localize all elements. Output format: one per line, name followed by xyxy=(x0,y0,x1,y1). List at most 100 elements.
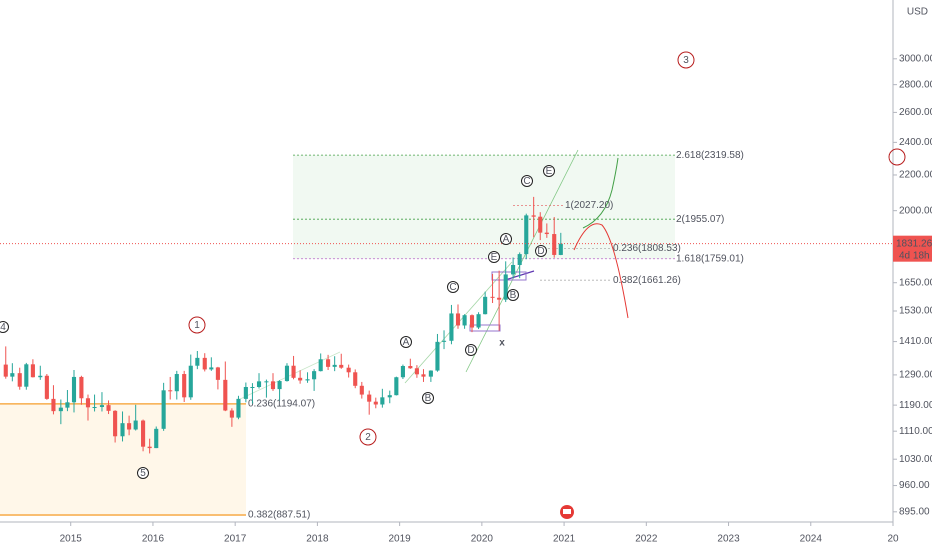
candle-body xyxy=(359,385,364,395)
candle-body xyxy=(435,341,440,371)
wave-label: 1 xyxy=(194,320,200,331)
candle-body xyxy=(373,401,378,405)
wave-circle xyxy=(400,336,412,348)
candle-body xyxy=(455,313,461,326)
y-tick-label: 2000.00 xyxy=(899,205,932,216)
candle-body xyxy=(558,243,563,255)
channel-line xyxy=(465,149,579,373)
candle-body xyxy=(387,395,392,398)
wave-label: 3 xyxy=(683,55,689,66)
y-tick-label: 2800.00 xyxy=(899,79,932,90)
candle-body xyxy=(394,377,399,396)
y-tick-label: 1410.00 xyxy=(899,336,932,347)
wave-label: B xyxy=(425,393,432,404)
y-tick-label: 1030.00 xyxy=(899,454,932,465)
candle-body xyxy=(38,375,43,378)
candle-body xyxy=(305,379,310,381)
candle-body xyxy=(51,398,56,412)
candle-body xyxy=(195,357,200,366)
event-icon-mark xyxy=(563,509,571,514)
candle-body xyxy=(408,366,413,369)
fib-label: 2.618(2319.58) xyxy=(676,150,744,161)
candle-body xyxy=(65,402,70,408)
wave-label: 5 xyxy=(140,468,146,479)
candle-body xyxy=(483,296,488,315)
candle-body xyxy=(441,340,447,342)
candle-body xyxy=(209,367,214,370)
wave-label: x xyxy=(499,338,505,349)
countdown-label: 4d 18h xyxy=(899,250,930,261)
candle-body xyxy=(154,428,159,449)
candle-body xyxy=(332,364,337,367)
x-tick-label: 2018 xyxy=(306,534,329,545)
y-tick-label: 1290.00 xyxy=(899,370,932,381)
candle-body xyxy=(538,216,543,233)
fib-label: 0.382(887.51) xyxy=(248,510,310,521)
candle-body xyxy=(277,381,282,390)
candle-body xyxy=(449,313,454,341)
candle-body xyxy=(367,394,372,402)
x-tick-label: 2023 xyxy=(717,534,740,545)
plot: 2.618(2319.58) 2(1955.07) 1(2027.20) 0.236(… xyxy=(0,51,893,521)
candle-body xyxy=(147,446,152,449)
wave-label: D xyxy=(537,246,544,257)
candle-body xyxy=(497,297,502,300)
price-tag-label: 1831.26 xyxy=(896,238,932,249)
candle-body xyxy=(174,374,179,392)
wave-label: A xyxy=(503,234,510,245)
candle-body xyxy=(229,410,234,418)
wave-label: D xyxy=(467,345,474,356)
y-tick-label: 895.00 xyxy=(899,506,930,517)
candle-body xyxy=(92,407,97,409)
price-scale xyxy=(893,0,932,550)
candle-body xyxy=(10,373,15,377)
wave-circle xyxy=(137,467,149,479)
candle-body xyxy=(141,420,146,447)
candle-body xyxy=(490,296,495,298)
wave-circle xyxy=(677,51,695,69)
candle-body xyxy=(264,381,269,383)
candle-body xyxy=(223,379,228,411)
candle-body xyxy=(552,234,557,255)
candle-body xyxy=(3,364,8,377)
fib-label: 2(1955.07) xyxy=(676,214,724,225)
y-tick-label: 1530.00 xyxy=(899,306,932,317)
wave-label: 4 xyxy=(0,322,6,333)
candle-body xyxy=(421,374,426,377)
candle-body xyxy=(30,364,35,378)
candle-body xyxy=(113,410,118,437)
y-tick-label: 1650.00 xyxy=(899,277,932,288)
x-tick-label: 2020 xyxy=(471,534,494,545)
candle-body xyxy=(476,314,481,328)
candle-body xyxy=(58,407,63,412)
price-tag xyxy=(893,235,932,262)
x-tick-label: 20 xyxy=(887,534,899,545)
candle-body xyxy=(524,215,529,255)
candle-body xyxy=(17,373,22,387)
currency: USD xyxy=(907,7,928,18)
wave-circle xyxy=(447,281,459,293)
candle-body xyxy=(346,367,351,373)
x-tick-label: 2015 xyxy=(60,534,83,545)
wave-circle xyxy=(535,245,547,257)
candle-body xyxy=(462,315,467,326)
candle-body xyxy=(400,366,405,378)
y-tick-label: 1110.00 xyxy=(899,426,932,437)
projection-up xyxy=(582,157,619,229)
wave-circle xyxy=(543,165,555,177)
wave-label: C xyxy=(449,282,456,293)
candle-body xyxy=(202,357,207,370)
wave-label: B xyxy=(510,290,517,301)
fib-label: 1.618(1759.01) xyxy=(676,253,744,264)
candle-body xyxy=(511,264,516,275)
wave-label: A xyxy=(403,337,410,348)
x-tick-label: 2017 xyxy=(224,534,247,545)
candle-body xyxy=(120,423,125,437)
candle-body xyxy=(284,365,290,382)
candle-body xyxy=(503,274,508,300)
candle-body xyxy=(531,215,536,217)
candle-body xyxy=(318,359,323,372)
candle-body xyxy=(428,370,433,377)
